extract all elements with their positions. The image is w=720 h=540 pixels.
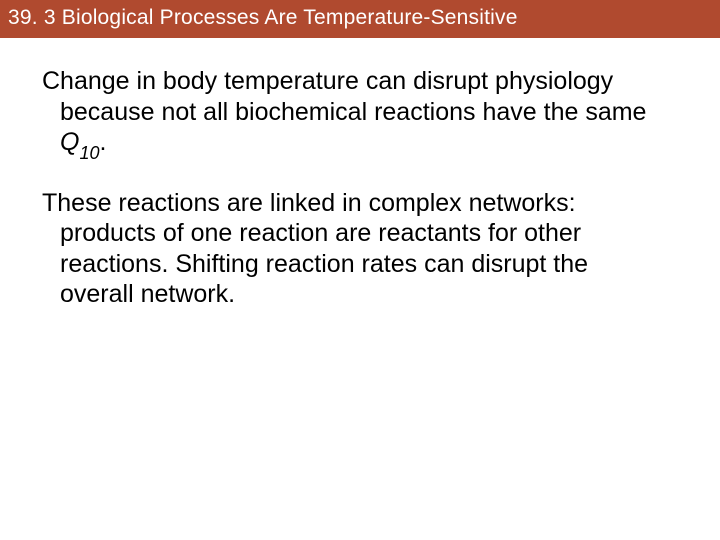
paragraph-1: Change in body temperature can disrupt p… xyxy=(42,66,662,162)
paragraph-2: These reactions are linked in complex ne… xyxy=(42,188,662,310)
q-subscript: 10 xyxy=(79,143,99,163)
q-letter: Q xyxy=(60,128,79,156)
q10-symbol: Q10 xyxy=(60,128,99,156)
slide-header: 39. 3 Biological Processes Are Temperatu… xyxy=(0,0,720,38)
slide-body: Change in body temperature can disrupt p… xyxy=(0,38,720,310)
paragraph-1-text: Change in body temperature can disrupt p… xyxy=(42,67,646,126)
paragraph-1-suffix: . xyxy=(99,128,106,156)
slide: 39. 3 Biological Processes Are Temperatu… xyxy=(0,0,720,540)
